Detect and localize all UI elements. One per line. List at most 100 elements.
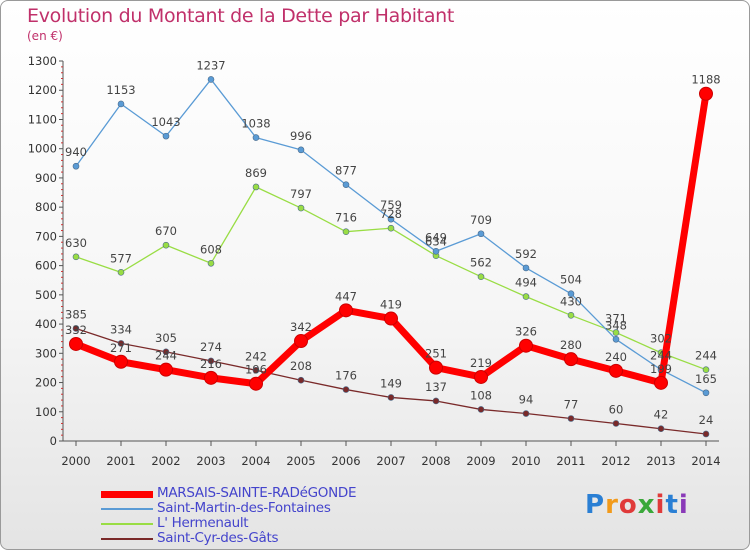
data-label: 271 <box>110 341 132 355</box>
data-label: 634 <box>425 235 447 249</box>
data-point <box>117 269 125 276</box>
data-label: 577 <box>110 251 132 265</box>
data-point <box>702 430 710 438</box>
data-point <box>564 352 578 367</box>
data-point <box>612 335 620 343</box>
data-label: 608 <box>200 242 222 256</box>
data-point <box>294 334 308 349</box>
data-point <box>522 293 530 300</box>
data-label: 42 <box>654 408 669 422</box>
data-point <box>342 386 350 393</box>
data-point <box>297 146 305 154</box>
data-point <box>654 375 668 390</box>
data-point <box>387 394 395 401</box>
y-tick-label: 600 <box>35 259 57 273</box>
data-point <box>117 100 125 108</box>
y-tick-label: 1200 <box>28 83 57 97</box>
data-point <box>252 183 260 191</box>
data-label: 94 <box>519 393 534 407</box>
data-label: 1188 <box>691 73 720 87</box>
data-label: 137 <box>425 380 447 394</box>
data-point <box>249 376 263 391</box>
data-point <box>567 415 575 422</box>
data-label: 759 <box>380 198 402 212</box>
data-point <box>342 181 350 188</box>
legend-label: Saint-Cyr-des-Gâts <box>157 530 279 546</box>
data-point <box>432 247 440 255</box>
data-label: 716 <box>335 211 357 225</box>
y-tick-label: 700 <box>35 229 57 243</box>
data-label: 24 <box>699 413 714 427</box>
data-label: 251 <box>425 347 447 361</box>
data-point <box>612 329 620 336</box>
data-label: 504 <box>560 273 582 287</box>
legend-swatch <box>101 538 153 540</box>
x-tick-label: 2009 <box>466 454 495 468</box>
data-point <box>657 425 665 433</box>
data-label: 342 <box>290 320 312 334</box>
data-label: 199 <box>650 362 672 376</box>
x-tick-label: 2005 <box>286 454 315 468</box>
data-label: 1237 <box>196 58 225 72</box>
data-label: 630 <box>65 236 87 250</box>
y-tick-label: 1300 <box>28 54 57 68</box>
data-label: 419 <box>380 298 402 312</box>
data-point <box>204 370 218 385</box>
data-label: 430 <box>560 294 582 308</box>
y-tick-label: 900 <box>35 171 57 185</box>
data-label: 244 <box>695 349 717 363</box>
x-tick-label: 2003 <box>196 454 225 468</box>
data-point <box>114 354 128 369</box>
data-label: 60 <box>609 402 624 416</box>
chart-unit: (en €) <box>27 29 63 43</box>
data-point <box>207 357 215 365</box>
data-label: 216 <box>200 357 222 371</box>
data-label: 302 <box>650 332 672 346</box>
legend-swatch <box>101 523 153 525</box>
data-label: 494 <box>515 276 537 290</box>
data-point <box>699 86 713 101</box>
data-label: 219 <box>470 356 492 370</box>
data-label: 165 <box>695 372 717 386</box>
x-tick-label: 2004 <box>241 454 270 468</box>
data-point <box>159 362 173 377</box>
data-point <box>162 348 170 356</box>
data-point <box>612 420 620 427</box>
data-label: 670 <box>155 224 177 238</box>
y-tick-label: 400 <box>35 317 57 331</box>
data-label: 592 <box>515 247 537 261</box>
data-label: 149 <box>380 376 402 390</box>
chart-title: Evolution du Montant de la Dette par Hab… <box>27 5 455 27</box>
data-point <box>477 273 485 281</box>
y-tick-label: 1000 <box>28 142 57 156</box>
data-point <box>474 369 488 384</box>
data-point <box>609 363 623 378</box>
data-label: 334 <box>110 322 132 336</box>
legend-swatch <box>101 508 153 510</box>
data-point <box>207 76 215 83</box>
y-tick-label: 0 <box>50 434 57 448</box>
data-label: 371 <box>605 312 627 326</box>
data-point <box>567 312 575 319</box>
y-tick-label: 300 <box>35 346 57 360</box>
data-label: 77 <box>564 397 579 411</box>
data-point <box>72 325 80 332</box>
data-point <box>117 340 125 347</box>
data-point <box>339 303 353 318</box>
data-label: 797 <box>290 187 312 201</box>
data-point <box>387 215 395 223</box>
data-label: 108 <box>470 388 492 402</box>
data-point <box>522 410 530 417</box>
series-3 <box>72 183 710 373</box>
x-tick-label: 2012 <box>601 454 630 468</box>
y-tick-label: 200 <box>35 376 57 390</box>
data-label: 1043 <box>151 115 180 129</box>
x-tick-label: 2014 <box>691 454 720 468</box>
data-point <box>702 389 710 397</box>
data-label: 208 <box>290 359 312 373</box>
y-tick-label: 800 <box>35 200 57 214</box>
data-label: 996 <box>290 129 312 143</box>
x-tick-label: 2008 <box>421 454 450 468</box>
